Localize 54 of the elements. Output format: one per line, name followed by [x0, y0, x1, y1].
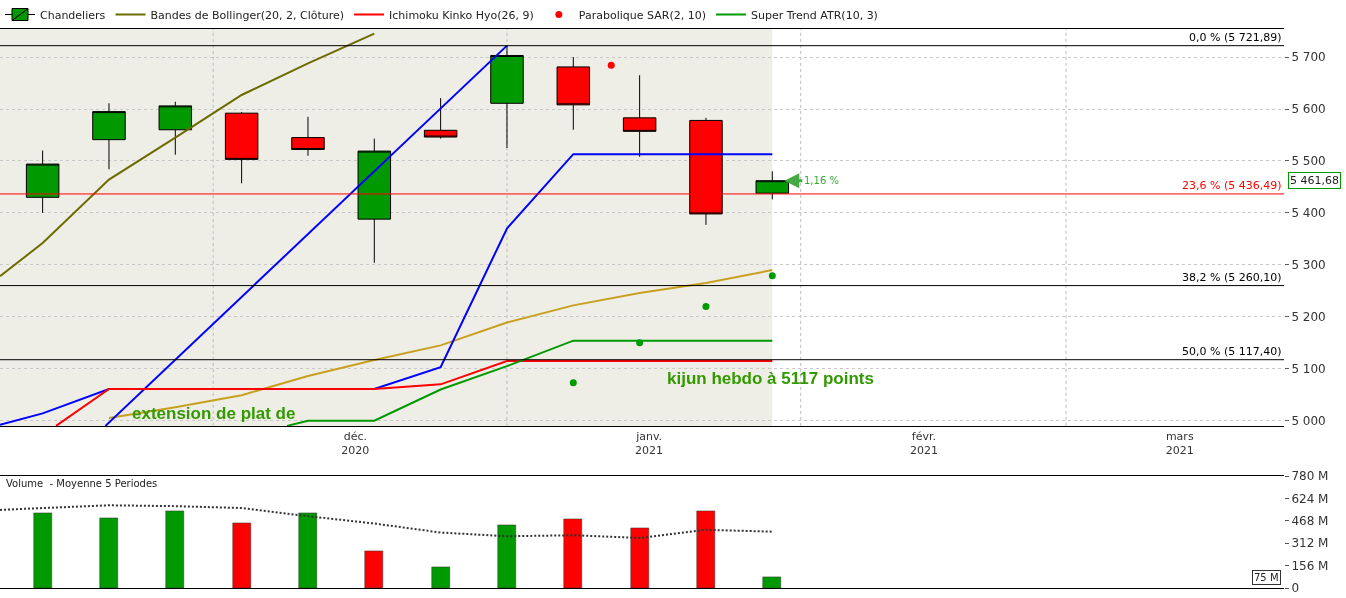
bar: [364, 550, 383, 588]
y-tick-label: 5 600: [1291, 102, 1326, 117]
ref-line-label: 23,6 % (5 436,49): [1182, 179, 1282, 192]
y-tick-label: 5 100: [1291, 361, 1326, 376]
y-tick-label: 312 M: [1291, 536, 1329, 551]
y-tick-label: 780 M: [1291, 469, 1329, 484]
candlestick: [556, 56, 591, 131]
candlestick: [92, 102, 126, 170]
candlestick: [423, 97, 458, 140]
y-tick-label: 0: [1291, 581, 1300, 596]
candlestick: [25, 150, 60, 214]
bar: [33, 512, 52, 588]
y-tick-label: 5 200: [1291, 310, 1326, 324]
point: [607, 61, 615, 69]
ref-line-label: 38,2 % (5 260,10): [1182, 271, 1282, 284]
legend-label: Ichimoku Kinko Hyo(26, 9): [389, 8, 534, 22]
annotation: 75 M: [1254, 572, 1279, 583]
bar: [232, 522, 251, 588]
legend-label: Parabolique SAR(2, 10): [578, 8, 706, 22]
y-tick-label: 624 M: [1291, 491, 1329, 506]
x-tick-label: févr. 2021: [909, 430, 938, 458]
line-series: [0, 32, 376, 278]
bar: [165, 510, 184, 588]
legend-label: Chandeliers: [40, 8, 106, 22]
annotation: extension de plat de: [132, 404, 296, 423]
chart-title: Volume - Moyenne 5 Periodes: [6, 478, 158, 489]
point: [569, 379, 577, 387]
y-tick-label: 5 700: [1291, 50, 1326, 65]
y-tick-label: 5 000: [1291, 413, 1326, 428]
ref-line-label: 50,0 % (5 117,40): [1182, 345, 1282, 358]
y-tick-label: 5 500: [1291, 154, 1326, 169]
point: [768, 272, 776, 280]
candlestick: [357, 138, 392, 264]
y-tick-label: 156 M: [1291, 558, 1329, 573]
candlestick: [158, 101, 193, 156]
y-tick-label: 5 300: [1291, 258, 1326, 273]
candlestick: [224, 111, 259, 184]
x-tick-label: mars 2021: [1165, 430, 1194, 458]
text: 5 461,68: [1290, 174, 1339, 187]
y-tick-label: 468 M: [1291, 514, 1329, 529]
y-tick-label: 5 400: [1291, 206, 1326, 221]
legend-label: Super Trend ATR(10, 3): [750, 8, 878, 22]
bar: [762, 576, 781, 588]
legend-label: Bandes de Bollinger(20, 2, Clôture): [150, 8, 345, 22]
bar: [99, 517, 118, 588]
annotation: kijun hebdo à 5117 points: [667, 369, 874, 388]
candlestick: [622, 74, 657, 158]
annotation: 1,16 %: [804, 175, 839, 186]
point: [702, 302, 710, 310]
x-tick-label: janv. 2021: [635, 430, 664, 458]
x-tick-label: déc. 2020: [341, 430, 370, 458]
ref-line-label: 0,0 % (5 721,89): [1189, 31, 1282, 44]
candlestick: [291, 116, 325, 157]
bar: [431, 566, 450, 588]
